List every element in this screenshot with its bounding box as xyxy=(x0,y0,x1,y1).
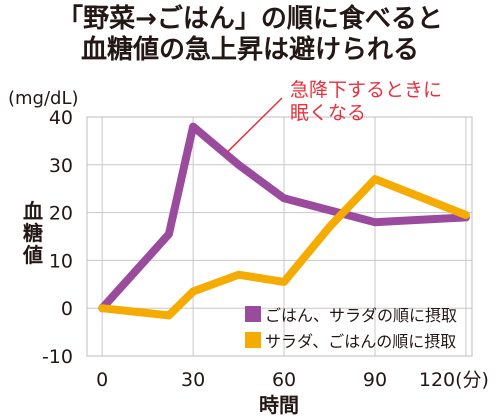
legend-label-2: サラダ、ごはんの順に摂取 xyxy=(265,332,456,351)
y-tick-label: 10 xyxy=(49,250,73,272)
x-tick-label: 90 xyxy=(363,369,387,391)
y-tick-label: 40 xyxy=(49,107,73,129)
y-tick-label: 20 xyxy=(49,203,73,225)
annotation-text-line-2: 眠くなる xyxy=(290,102,366,124)
plot-frame xyxy=(86,116,473,357)
chart-title-line-1: 「野菜→ごはん」の順に食べると xyxy=(57,4,443,34)
series-line-1 xyxy=(98,122,470,313)
legend-swatch-1 xyxy=(245,306,261,322)
x-tick-label: 0 xyxy=(96,369,108,391)
y-axis-ticks: -10 0 10 20 30 40 xyxy=(42,107,73,368)
y-tick-label: 30 xyxy=(49,155,73,177)
y-axis-unit: (mg/dL) xyxy=(8,88,79,109)
x-axis-ticks: 0 30 60 90 120(分) xyxy=(96,369,489,391)
annotation-text-line-1: 急降下するときに xyxy=(290,79,442,101)
x-tick-label: 120(分) xyxy=(419,369,489,391)
annotation-leader-line xyxy=(226,97,283,154)
chart-title-line-2: 血糖値の急上昇は避けられる xyxy=(80,35,419,65)
y-axis-label-char: 糖 xyxy=(23,221,43,245)
y-axis-label-char: 血 xyxy=(23,199,43,223)
x-tick-label: 30 xyxy=(181,369,205,391)
series xyxy=(98,122,470,320)
x-tick-label: 60 xyxy=(272,369,296,391)
legend-swatch-2 xyxy=(245,332,261,348)
x-axis-label: 時間 xyxy=(259,393,299,417)
series-line-2 xyxy=(98,175,470,320)
y-axis-label-char: 値 xyxy=(22,243,43,267)
legend-label-1: ごはん、サラダの順に摂取 xyxy=(265,306,457,325)
y-tick-label: -10 xyxy=(42,346,73,368)
y-tick-label: 0 xyxy=(61,298,73,320)
